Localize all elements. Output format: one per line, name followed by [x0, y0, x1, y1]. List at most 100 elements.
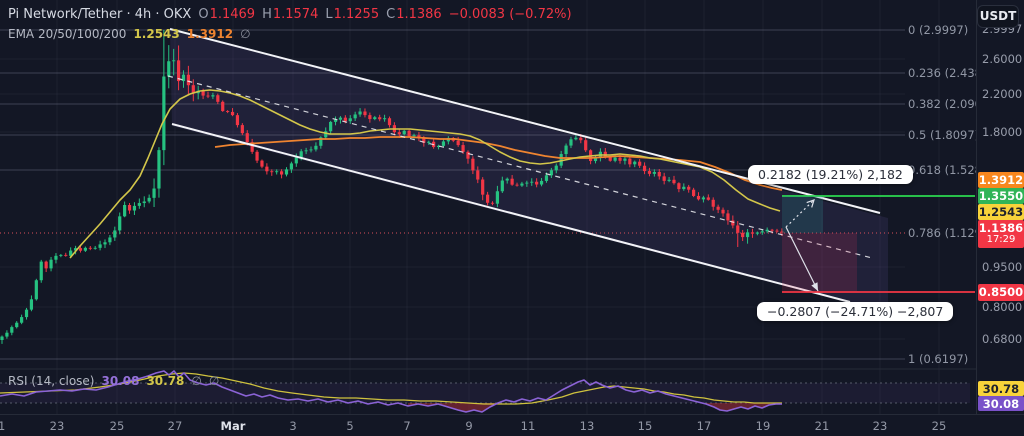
candlestick [373, 117, 377, 120]
ema20-line [69, 89, 781, 259]
candlestick [176, 60, 181, 82]
rsi-hidden-icon-2: ∅ [208, 374, 220, 388]
time-axis[interactable]: 21 23 25 27 Mar 3 5 7 9 11 13 15 17 19 21 23 25 [0, 414, 1024, 436]
change-value: −0.0083 (−0.72%) [448, 7, 572, 22]
candlestick [490, 202, 495, 204]
time-tick-3: 27 [167, 419, 183, 433]
candlestick [93, 247, 97, 249]
candlestick [535, 181, 539, 185]
target-up-tooltip: 0.2182 (19.21%) 2,182 [748, 165, 913, 184]
countdown-timer: 17:29 [986, 234, 1016, 245]
candlestick [407, 130, 411, 137]
candlestick [73, 248, 78, 251]
candlestick [608, 157, 612, 161]
candlestick [152, 188, 156, 198]
candlestick [98, 244, 102, 248]
rsi-ma-value: 30.78 [146, 374, 185, 388]
channel-lower-line[interactable] [171, 123, 851, 303]
candlestick [593, 157, 598, 162]
candlestick [333, 119, 338, 122]
candlestick [564, 145, 568, 155]
candlestick [0, 336, 4, 340]
candlestick [221, 101, 225, 112]
rsi-value: 30.08 [101, 374, 140, 388]
target-down-tooltip: −0.2807 (−24.71%) −2,807 [757, 302, 954, 321]
candlestick [270, 171, 274, 173]
candlestick [343, 117, 347, 122]
ema-hidden-icon: ∅ [240, 27, 251, 41]
candlestick [667, 179, 671, 181]
candlestick [711, 199, 715, 207]
candlestick [623, 158, 627, 161]
candlestick [49, 259, 53, 269]
candlestick [29, 299, 34, 310]
candlestick [363, 111, 367, 116]
candlestick [441, 141, 446, 146]
candlestick [584, 140, 588, 151]
candlestick [657, 171, 661, 177]
ema50-value: 1.3912 [186, 27, 234, 41]
candlestick [211, 95, 215, 97]
price-tick-3: 0.9500 [982, 260, 1023, 274]
candlestick [466, 151, 470, 159]
candlestick [554, 165, 558, 171]
candlestick [402, 130, 406, 135]
candlestick [638, 161, 642, 166]
ema-legend-label: EMA 20/50/100/200 [8, 27, 127, 41]
currency-toggle-button[interactable]: USDT [977, 5, 1019, 28]
time-tick-15: 23 [872, 419, 888, 433]
time-tick-14: 21 [814, 419, 830, 433]
price-chart-canvas[interactable] [0, 0, 976, 414]
rsi-line [0, 370, 782, 413]
rsi-legend[interactable]: RSI (14, close) 30.08 30.78 ∅ ∅ [8, 374, 219, 388]
candlestick [324, 131, 328, 138]
candlestick [481, 179, 485, 195]
candlestick [329, 121, 333, 132]
channel-mid-dashed-line[interactable] [167, 75, 873, 259]
candlestick [314, 145, 318, 150]
red-ray-price-badge: 0.8500 [978, 284, 1024, 301]
ema-legend[interactable]: EMA 20/50/100/200 1.2543 1.3912 ∅ [8, 27, 251, 41]
ohlc-low: L 1.1255 [325, 7, 380, 22]
dotted-up-arrow[interactable] [785, 199, 815, 228]
price-axis[interactable]: 2.9997 2.6000 2.2000 1.8000 0.9500 0.8000 0.68… [976, 0, 1024, 414]
candlestick [539, 180, 544, 185]
solid-down-arrow[interactable] [785, 226, 819, 292]
ema50-price-badge: 1.3912 [978, 172, 1024, 188]
time-tick-12: 17 [696, 419, 712, 433]
candlestick [471, 158, 475, 171]
candlestick [574, 137, 578, 140]
candlestick [206, 95, 210, 97]
candlestick [78, 248, 83, 251]
candlestick [647, 171, 652, 174]
time-tick-11: 15 [637, 419, 653, 433]
price-tick-2: 1.8000 [982, 125, 1023, 139]
candlestick [118, 216, 122, 231]
candlestick [284, 169, 289, 175]
candlestick [436, 145, 441, 148]
last-price-badge: 1.1386 17:29 [978, 220, 1024, 248]
symbol-title: Pi Network/Tether · 4h · OKX [8, 7, 192, 22]
candlestick [235, 115, 240, 126]
candlestick [716, 206, 720, 210]
candlestick [226, 111, 230, 112]
candlestick [245, 133, 249, 143]
candlestick [456, 140, 460, 146]
rsi-ma-badge: 30.78 [978, 381, 1024, 396]
time-tick-5: 3 [289, 419, 297, 433]
candlestick [34, 280, 38, 300]
candlestick [275, 171, 279, 173]
price-tick-1: 2.2000 [982, 87, 1023, 101]
candlestick [319, 137, 323, 146]
candlestick [780, 231, 784, 233]
candlestick [69, 250, 73, 256]
candlestick [525, 182, 529, 184]
symbol-legend[interactable]: Pi Network/Tether · 4h · OKX O 1.1469 H 1.… [8, 7, 572, 22]
candlestick [167, 61, 171, 77]
candlestick [579, 137, 583, 141]
candlestick [662, 176, 666, 181]
candlestick [216, 95, 220, 102]
candlestick [181, 74, 186, 82]
candlestick [39, 261, 43, 281]
candlestick [672, 179, 676, 184]
